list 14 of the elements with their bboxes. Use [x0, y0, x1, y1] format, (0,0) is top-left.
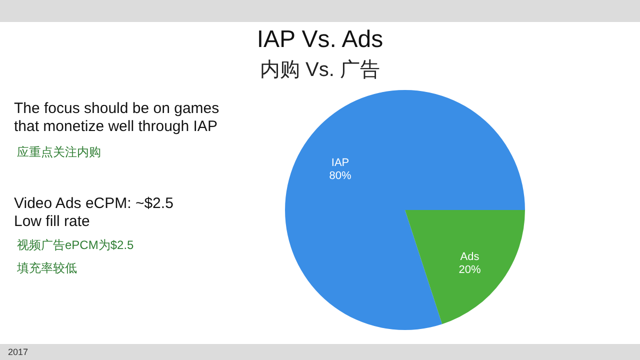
text: 应重点关注内购 — [17, 144, 101, 161]
slice-label: Ads — [460, 250, 480, 263]
data-label: 20% — [458, 264, 481, 276]
chart-title: IAP Vs. Ads — [256, 26, 384, 54]
chart-subtitle: 内购 Vs. 广告 — [258, 58, 381, 83]
pie-slice — [285, 90, 525, 330]
slice-label: IAP — [331, 157, 350, 170]
text: Video Ads eCPM: ~$2.5 Low fill rate — [14, 195, 174, 231]
text: The focus should be on games that monetize well through IAP — [14, 100, 220, 136]
data-label: 80% — [329, 170, 352, 182]
text: 视频广告ePCM为$2.5 — [17, 237, 134, 254]
pie-slice — [405, 210, 525, 324]
text: 填充率较低 — [17, 260, 77, 277]
text: 2017 — [0, 344, 640, 360]
